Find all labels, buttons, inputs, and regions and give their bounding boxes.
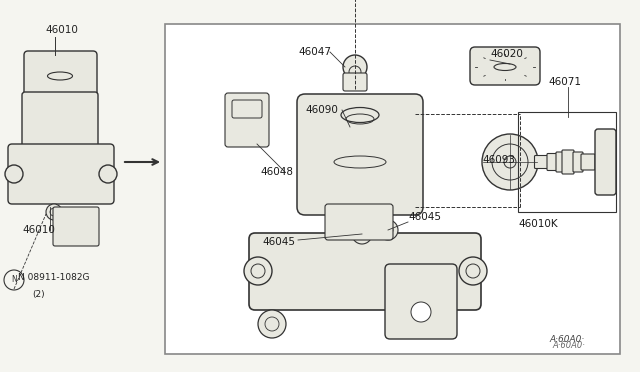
FancyBboxPatch shape [165, 24, 620, 354]
Text: 46048: 46048 [260, 167, 293, 177]
FancyBboxPatch shape [385, 264, 457, 339]
Text: A·60A0·: A·60A0· [552, 341, 585, 350]
Circle shape [5, 165, 23, 183]
Circle shape [504, 156, 516, 168]
Circle shape [378, 220, 398, 240]
Text: 46045: 46045 [408, 212, 441, 222]
FancyBboxPatch shape [581, 154, 595, 170]
Circle shape [352, 224, 372, 244]
Circle shape [99, 165, 117, 183]
Circle shape [46, 204, 62, 220]
Circle shape [349, 66, 361, 78]
Text: (2): (2) [32, 289, 45, 298]
Circle shape [411, 302, 431, 322]
FancyBboxPatch shape [249, 233, 481, 310]
FancyBboxPatch shape [53, 207, 99, 246]
FancyBboxPatch shape [534, 155, 550, 169]
FancyBboxPatch shape [547, 154, 557, 170]
FancyBboxPatch shape [232, 100, 262, 118]
FancyBboxPatch shape [225, 93, 269, 147]
FancyBboxPatch shape [325, 204, 393, 240]
Circle shape [482, 134, 538, 190]
Text: N: N [11, 276, 17, 285]
Circle shape [459, 257, 487, 285]
FancyBboxPatch shape [24, 51, 97, 101]
Text: 46047: 46047 [298, 47, 331, 57]
Text: 46071: 46071 [548, 77, 581, 87]
FancyBboxPatch shape [595, 129, 616, 195]
Circle shape [258, 310, 286, 338]
Ellipse shape [341, 108, 379, 122]
FancyBboxPatch shape [8, 144, 114, 204]
FancyBboxPatch shape [556, 152, 564, 172]
Circle shape [343, 55, 367, 79]
FancyBboxPatch shape [470, 47, 540, 85]
FancyBboxPatch shape [343, 73, 367, 91]
Text: 46010: 46010 [22, 225, 55, 235]
Text: 46090: 46090 [305, 105, 338, 115]
FancyBboxPatch shape [573, 152, 583, 172]
Circle shape [244, 257, 272, 285]
Text: 46010K: 46010K [518, 219, 557, 229]
Text: A·60A0·: A·60A0· [550, 335, 585, 344]
FancyBboxPatch shape [562, 150, 574, 174]
Text: 46093: 46093 [482, 155, 515, 165]
Text: 46010: 46010 [45, 25, 79, 35]
FancyBboxPatch shape [4, 24, 156, 354]
FancyBboxPatch shape [297, 94, 423, 215]
Text: N 08911-1082G: N 08911-1082G [18, 273, 90, 282]
Text: 46020: 46020 [490, 49, 523, 59]
FancyBboxPatch shape [22, 92, 98, 150]
Text: 46045: 46045 [262, 237, 295, 247]
